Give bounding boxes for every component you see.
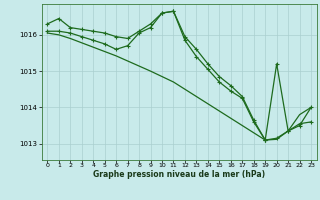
X-axis label: Graphe pression niveau de la mer (hPa): Graphe pression niveau de la mer (hPa) (93, 170, 265, 179)
